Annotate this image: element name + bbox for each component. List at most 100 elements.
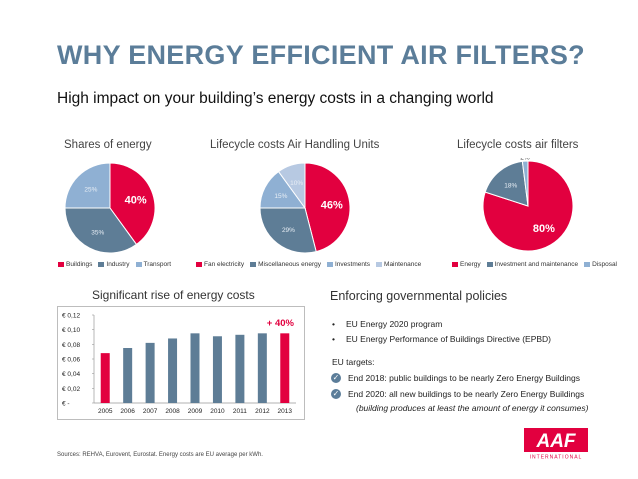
bar-chart-title: Significant rise of energy costs <box>92 288 255 302</box>
pie-data-label: 40% <box>125 195 147 207</box>
x-tick-label: 2010 <box>210 408 225 415</box>
pie-slice-maintenance <box>277 162 306 210</box>
legend-label: Disposal <box>592 261 618 268</box>
pie-slice-transport <box>64 162 111 209</box>
bar-chart-frame: € - € 0,02 € 0,04 € 0,06 € 0,08 € 0,10 € 0,12 2… <box>57 306 305 420</box>
legend-label: Maintenance <box>384 261 422 268</box>
legend-item: Transport <box>135 261 172 268</box>
legend-swatch <box>196 262 202 267</box>
y-tick-label: € - <box>62 401 70 408</box>
eu-target-item: ✓ End 2018: public buildings to be nearl… <box>331 373 580 383</box>
y-tick-label: € 0,10 <box>62 327 80 334</box>
bar-2011 <box>235 334 245 403</box>
pie-data-label: 25% <box>84 186 97 193</box>
pie-slice-buildings <box>109 162 156 246</box>
eu-target-item: ✓ End 2020: all new buildings to be near… <box>331 389 584 399</box>
legend-swatch <box>584 262 591 267</box>
legend-label: Miscellaneous energy <box>258 261 321 268</box>
bar-2007 <box>145 342 155 403</box>
pie-title-ahu: Lifecycle costs Air Handling Units <box>210 139 380 151</box>
eu-target-text: End 2018: public buildings to be nearly … <box>348 373 581 383</box>
pie-slice-fan-electricity <box>304 162 351 253</box>
legend-item: Investments <box>326 261 371 268</box>
legend-swatch <box>326 262 333 267</box>
legend-label: Energy <box>460 261 481 268</box>
legend-swatch <box>98 262 105 267</box>
legend-item: Energy <box>452 261 481 268</box>
bullet-dot: • <box>332 333 335 344</box>
y-tick-label: € 0,06 <box>62 357 80 364</box>
pie-chart-ahu: 46% 29% 15%10% <box>259 162 351 254</box>
legend-swatch <box>376 262 383 267</box>
eu-target-note: (building produces at least the amount o… <box>356 403 589 413</box>
x-tick-label: 2006 <box>120 408 135 415</box>
legend-swatch <box>452 262 458 267</box>
x-tick-label: 2009 <box>188 408 203 415</box>
pie-chart-shares: 40% 35% 25% <box>64 162 156 254</box>
legend-item: Disposal <box>584 261 617 268</box>
y-tick-label: € 0,08 <box>62 342 80 349</box>
legend-label: Fan electricity <box>204 261 245 268</box>
legend-swatch <box>58 262 64 267</box>
legend-item: Fan electricity <box>196 261 244 268</box>
bar-2009 <box>190 333 200 403</box>
policy-bullets: • EU Energy 2020 program • EU Energy Perfo… <box>332 316 551 346</box>
pie-title-shares: Shares of energy <box>64 139 152 151</box>
legend-item: Investment and maintenance <box>486 261 579 268</box>
bar-2012 <box>257 333 267 403</box>
pie-data-label: 18% <box>504 183 517 190</box>
legend-swatch <box>250 262 257 267</box>
eu-target-text: End 2020: all new buildings to be nearly… <box>348 389 585 399</box>
legend-shares: Buildings Industry Transport <box>58 261 171 268</box>
y-tick-label: € 0,02 <box>62 386 80 393</box>
pie-data-label: 35% <box>91 230 104 237</box>
bar-2008 <box>168 338 178 403</box>
pie-data-label: 29% <box>282 227 295 234</box>
bar-2013 <box>280 333 290 403</box>
legend-label: Transport <box>143 261 172 268</box>
svg-text:INTERNATIONAL: INTERNATIONAL <box>530 455 583 461</box>
legend-filters: Energy Investment and maintenance Disposal <box>452 261 617 268</box>
svg-text:AAF: AAF <box>535 431 576 452</box>
bullet-dot: • <box>332 318 335 329</box>
pie-data-label: 80% <box>533 223 555 235</box>
legend-label: Buildings <box>66 261 93 268</box>
pie-data-label: 2% <box>520 158 530 162</box>
eu-targets-label: EU targets: <box>332 357 375 367</box>
legend-item: Miscellaneous energy <box>250 261 321 268</box>
legend-ahu: Fan electricity Miscellaneous energy Inves… <box>196 261 421 268</box>
bar-2010 <box>212 336 222 403</box>
legend-swatch <box>486 262 493 267</box>
page-title: WHY ENERGY EFFICIENT AIR FILTERS? <box>57 40 585 70</box>
x-tick-label: 2012 <box>255 408 270 415</box>
y-tick-label: € 0,04 <box>62 371 80 378</box>
pie-slice-disposal <box>521 160 529 207</box>
legend-swatch <box>135 262 142 267</box>
check-icon: ✓ <box>331 373 341 383</box>
legend-label: Investments <box>334 261 371 268</box>
x-tick-label: 2005 <box>98 408 113 415</box>
x-tick-label: 2011 <box>233 408 247 415</box>
pie-data-label: 46% <box>321 200 343 212</box>
policy-bullet-text: EU Energy Performance of Buildings Direc… <box>345 333 552 344</box>
x-tick-label: 2013 <box>278 408 293 415</box>
bar-annotation: + 40% <box>267 318 295 329</box>
check-icon: ✓ <box>331 389 341 399</box>
aaf-logo: AAF INTERNATIONAL <box>524 428 588 460</box>
policy-bullet-text: EU Energy 2020 program <box>345 318 443 329</box>
legend-item: Maintenance <box>376 261 421 268</box>
legend-label: Industry <box>106 261 130 268</box>
page-subtitle: High impact on your building’s energy co… <box>57 90 494 107</box>
legend-item: Buildings <box>58 261 92 268</box>
pie-data-label: 15% <box>274 193 287 200</box>
legend-label: Investment and maintenance <box>494 261 579 268</box>
x-tick-label: 2008 <box>165 408 180 415</box>
bar-2005 <box>100 353 110 403</box>
pie-slice-industry <box>64 207 138 254</box>
x-tick-label: 2007 <box>143 408 158 415</box>
bar-2006 <box>123 348 133 403</box>
y-tick-label: € 0,12 <box>62 313 80 320</box>
pie-title-filters: Lifecycle costs air filters <box>457 139 579 151</box>
policy-bullet: • EU Energy Performance of Buildings Dire… <box>332 331 551 346</box>
pie-chart-filters: 80% 18% 2% <box>482 158 574 252</box>
